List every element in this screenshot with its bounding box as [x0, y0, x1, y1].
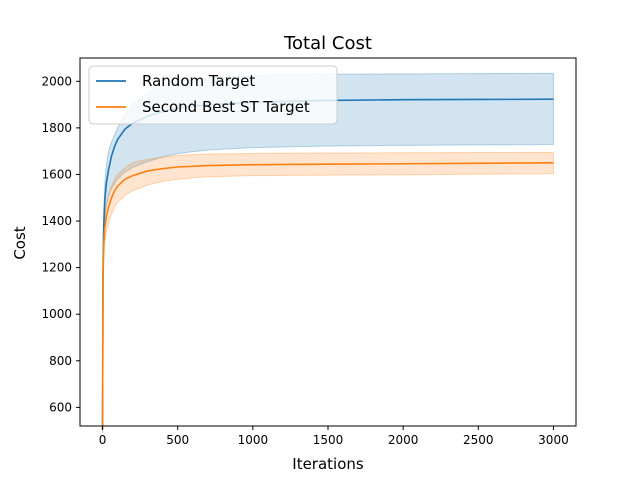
- x-tick-label: 1500: [313, 433, 344, 447]
- legend-label-0: Random Target: [142, 72, 255, 90]
- y-tick-label: 1400: [41, 214, 72, 228]
- x-tick-label: 0: [99, 433, 107, 447]
- y-tick-label: 600: [49, 400, 72, 414]
- x-tick-label: 500: [166, 433, 189, 447]
- x-axis-title: Iterations: [292, 455, 364, 473]
- x-axis: 0 500 1000 1500 2000 2500 3000: [99, 426, 569, 447]
- y-tick-label: 1800: [41, 121, 72, 135]
- y-tick-label: 800: [49, 354, 72, 368]
- y-tick-label: 1000: [41, 307, 72, 321]
- y-axis: 600 800 1000 1200 1400 1600 1800 2000: [41, 74, 80, 414]
- chart-title: Total Cost: [283, 33, 372, 54]
- legend-label-1: Second Best ST Target: [142, 98, 310, 116]
- x-tick-label: 3000: [538, 433, 569, 447]
- y-tick-label: 1200: [41, 261, 72, 275]
- y-tick-label: 2000: [41, 74, 72, 88]
- y-axis-title: Cost: [11, 226, 29, 259]
- series-1-band: [102, 151, 554, 433]
- series-1-line: [101, 162, 554, 430]
- y-tick-label: 1600: [41, 167, 72, 181]
- x-tick-label: 1000: [238, 433, 269, 447]
- legend: Random Target Second Best ST Target: [88, 65, 338, 125]
- x-tick-label: 2500: [463, 433, 494, 447]
- legend-box: [88, 65, 338, 125]
- x-tick-label: 2000: [388, 433, 419, 447]
